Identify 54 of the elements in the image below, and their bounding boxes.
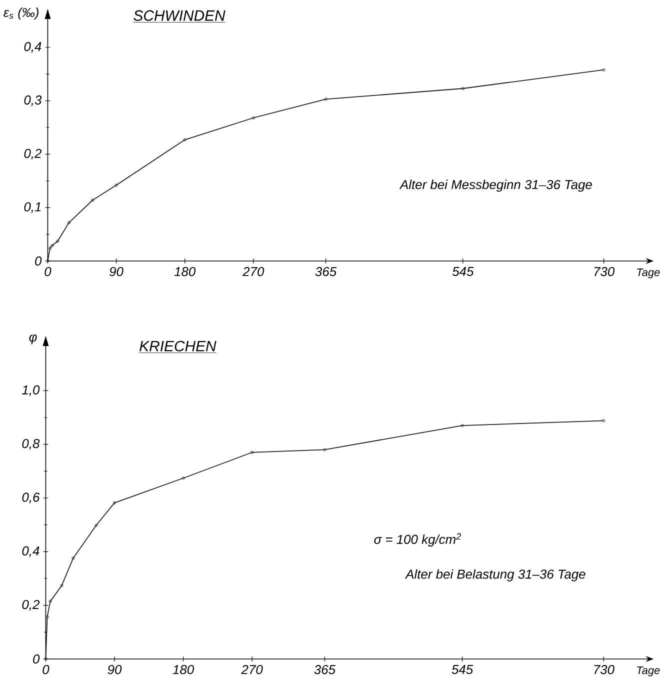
point (67, 221, 70, 224)
point (114, 184, 118, 187)
x-tick-label: 365 (315, 267, 336, 276)
point (45, 615, 49, 618)
x-tick-label: 180 (172, 665, 194, 674)
x-tick-label: 90 (108, 665, 122, 674)
x-tick-label: 545 (452, 267, 474, 276)
y-tick-label: 0,8 (22, 438, 40, 450)
point (322, 448, 326, 452)
point (94, 524, 98, 527)
point (250, 450, 254, 454)
x-tick-label: 270 (242, 267, 264, 276)
annotation: σ = 100 kg/cm$^{2}$ (374, 533, 461, 547)
point (324, 98, 328, 101)
y-axis-title: φ (29, 334, 37, 344)
point (252, 116, 255, 120)
annotation: Alter bei Belastung 31–36 Tage (404, 569, 586, 582)
y-tick-label: 1,0 (22, 385, 40, 396)
y-tick-label: 0 (32, 654, 40, 664)
point (112, 501, 116, 504)
x-axis-title: Tage (636, 666, 660, 676)
point (460, 424, 464, 428)
x-tick-label: 365 (314, 665, 336, 674)
point (71, 556, 75, 560)
y-tick-label: 0,3 (24, 95, 42, 106)
x-tick-label: 545 (452, 665, 473, 674)
x-tick-label: 730 (594, 665, 614, 674)
annotation: Alter bei Messbeginn 31–36 Tage (399, 180, 592, 192)
point (48, 600, 52, 603)
x-tick-label: 0 (44, 267, 51, 276)
y-tick-label: 0,2 (22, 600, 40, 611)
point (461, 86, 464, 90)
y-tick-label: 0,6 (22, 492, 40, 504)
x-tick-label: 90 (109, 267, 124, 276)
chart-title: SCHWINDEN (133, 10, 226, 21)
x-axis-title: Tage (636, 268, 660, 278)
point (50, 244, 54, 248)
chart-title: KRIECHEN (139, 340, 216, 352)
x-tick-label: 0 (42, 665, 49, 674)
point (56, 240, 59, 243)
x-tick-label: 180 (174, 267, 196, 276)
y-tick-label: 0,4 (22, 546, 40, 558)
point (48, 246, 52, 250)
point (90, 198, 94, 202)
x-tick-label: 730 (594, 267, 614, 276)
point (60, 584, 64, 588)
y-tick-label: 0 (34, 256, 42, 266)
point (183, 138, 186, 142)
y-tick-label: 0,4 (24, 42, 42, 53)
y-tick-label: 0,1 (24, 202, 40, 213)
y-axis-title: ε$_{s}$ (‰) (3, 8, 38, 20)
point (182, 476, 185, 480)
x-tick-label: 270 (240, 665, 263, 674)
y-tick-label: 0,2 (24, 148, 42, 160)
